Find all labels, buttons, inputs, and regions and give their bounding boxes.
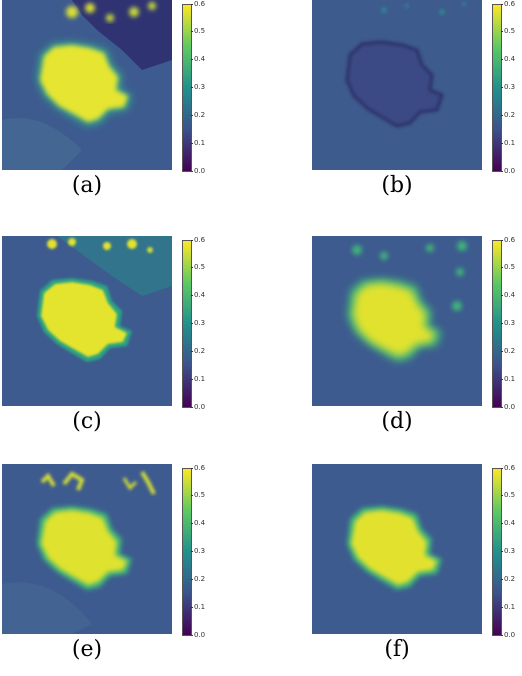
colorbar-tick: 0.4	[190, 519, 206, 527]
caption-c: (c)	[72, 409, 102, 434]
colorbar-b	[492, 4, 502, 172]
colorbar-tick: 0.2	[190, 347, 206, 355]
colorbar-tick: 0.3	[190, 83, 206, 91]
heatmap-b	[312, 0, 482, 170]
colorbar-e	[182, 468, 192, 636]
colorbar-tick: 0.3	[500, 83, 516, 91]
colorbar-tick: 0.6	[190, 464, 206, 472]
colorbar-tick: 0.0	[500, 167, 516, 175]
colorbar-tick: 0.6	[500, 236, 516, 244]
colorbar-tick: 0.4	[190, 55, 206, 63]
colorbar-tick: 0.2	[500, 575, 516, 583]
heatmap-f	[312, 464, 482, 634]
colorbar-tick: 0.3	[190, 547, 206, 555]
heatmap-e	[2, 464, 172, 634]
colorbar-tick: 0.0	[500, 403, 516, 411]
colorbar-tick: 0.0	[500, 631, 516, 639]
colorbar-tick: 0.3	[500, 547, 516, 555]
colorbar-f	[492, 468, 502, 636]
colorbar-tick: 0.4	[190, 291, 206, 299]
colorbar-tick: 0.0	[190, 631, 206, 639]
colorbar-tick: 0.1	[190, 603, 206, 611]
caption-f: (f)	[384, 637, 410, 662]
heatmap-c	[2, 236, 172, 406]
panel-f: 0.6 0.5 0.4 0.3 0.2 0.1 0.0 (f)	[310, 464, 522, 676]
caption-d: (d)	[381, 409, 413, 434]
colorbar-tick: 0.6	[500, 0, 516, 8]
caption-a: (a)	[71, 173, 103, 198]
colorbar-tick: 0.5	[500, 27, 516, 35]
colorbar-tick: 0.4	[500, 291, 516, 299]
colorbar-tick: 0.5	[190, 263, 206, 271]
colorbar-tick: 0.5	[500, 263, 516, 271]
caption-b: (b)	[381, 173, 413, 198]
colorbar-tick: 0.1	[500, 139, 516, 147]
colorbar-tick: 0.2	[190, 111, 206, 119]
colorbar-tick: 0.2	[500, 347, 516, 355]
colorbar-tick: 0.3	[190, 319, 206, 327]
heatmap-d	[312, 236, 482, 406]
colorbar-d	[492, 240, 502, 408]
panel-a: 0.6 0.5 0.4 0.3 0.2 0.1 0.0 (a)	[0, 0, 240, 212]
colorbar-tick: 0.6	[190, 0, 206, 8]
colorbar-tick: 0.0	[190, 167, 206, 175]
colorbar-tick: 0.5	[190, 491, 206, 499]
colorbar-tick: 0.1	[500, 375, 516, 383]
colorbar-tick: 0.3	[500, 319, 516, 327]
caption-e: (e)	[71, 637, 103, 662]
colorbar-tick: 0.6	[500, 464, 516, 472]
colorbar-tick: 0.2	[190, 575, 206, 583]
heatmap-a	[2, 0, 172, 170]
panel-e: 0.6 0.5 0.4 0.3 0.2 0.1 0.0 (e)	[0, 464, 240, 676]
colorbar-tick: 0.1	[190, 139, 206, 147]
colorbar-tick: 0.5	[190, 27, 206, 35]
colorbar-tick: 0.0	[190, 403, 206, 411]
colorbar-tick: 0.4	[500, 55, 516, 63]
colorbar-tick: 0.1	[500, 603, 516, 611]
colorbar-tick: 0.5	[500, 491, 516, 499]
colorbar-tick: 0.4	[500, 519, 516, 527]
panel-c: 0.6 0.5 0.4 0.3 0.2 0.1 0.0 (c)	[0, 236, 240, 448]
colorbar-tick: 0.1	[190, 375, 206, 383]
panel-b: 0.6 0.5 0.4 0.3 0.2 0.1 0.0 (b)	[310, 0, 522, 212]
colorbar-tick: 0.2	[500, 111, 516, 119]
colorbar-a	[182, 4, 192, 172]
colorbar-c	[182, 240, 192, 408]
panel-d: 0.6 0.5 0.4 0.3 0.2 0.1 0.0 (d)	[310, 236, 522, 448]
colorbar-tick: 0.6	[190, 236, 206, 244]
